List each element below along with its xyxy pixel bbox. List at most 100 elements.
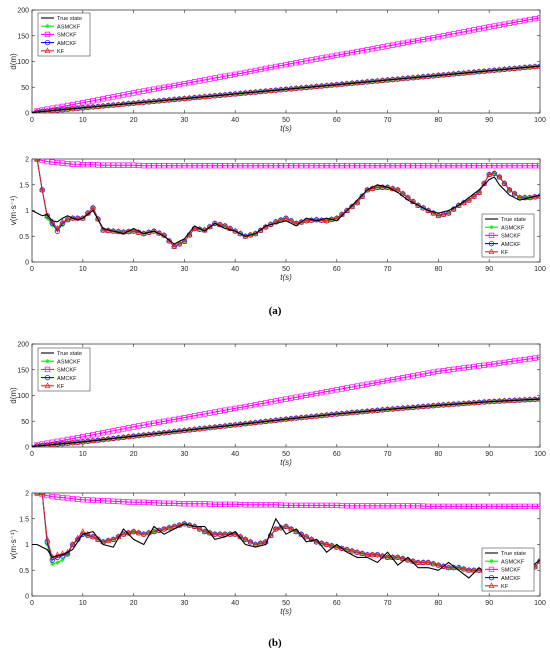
x-tick-label: 60 — [333, 600, 341, 607]
legend-marker — [44, 31, 51, 38]
data-point — [359, 48, 365, 54]
series-smckf — [32, 15, 540, 113]
data-point — [130, 528, 137, 534]
data-point — [64, 495, 71, 501]
data-point — [374, 551, 381, 558]
x-tick-label: 100 — [534, 266, 546, 273]
data-point — [171, 82, 177, 89]
data-point — [522, 163, 528, 169]
x-axis-label: t(s) — [280, 124, 292, 133]
data-point — [466, 163, 472, 169]
data-point — [176, 81, 182, 88]
data-point — [146, 499, 152, 506]
data-point — [156, 163, 162, 169]
data-point — [115, 228, 122, 234]
data-point — [232, 163, 238, 169]
data-point — [450, 366, 457, 372]
data-point — [161, 231, 167, 238]
data-point — [430, 560, 437, 567]
data-point — [54, 551, 61, 558]
y-tick-label: 100 — [17, 393, 29, 400]
data-point — [196, 163, 203, 169]
data-point — [532, 163, 538, 169]
data-point — [156, 419, 162, 425]
data-point — [527, 356, 533, 362]
data-point — [176, 163, 182, 169]
x-tick-label: 10 — [79, 117, 87, 124]
data-point — [400, 40, 406, 46]
legend-label: ASMCKF — [57, 24, 81, 30]
x-tick-label: 40 — [231, 451, 239, 458]
data-point — [313, 163, 320, 169]
data-point — [125, 162, 132, 168]
data-point — [374, 45, 381, 51]
data-point — [100, 162, 106, 168]
data-point — [384, 553, 391, 560]
data-point — [430, 209, 437, 216]
x-tick-label: 70 — [384, 600, 392, 607]
series-true-state — [32, 176, 540, 245]
data-point — [471, 503, 477, 510]
x-tick-label: 10 — [79, 600, 87, 607]
data-point — [298, 502, 304, 509]
data-point — [217, 530, 223, 537]
data-point — [344, 503, 350, 509]
data-point — [501, 359, 508, 366]
data-point — [100, 226, 106, 233]
data-point — [272, 525, 279, 532]
data-point — [445, 209, 452, 216]
x-tick-label: 20 — [130, 266, 138, 273]
data-point — [445, 503, 452, 510]
data-point — [293, 60, 299, 66]
data-point — [471, 363, 477, 370]
data-point — [105, 162, 111, 168]
data-point — [273, 502, 279, 508]
data-point — [400, 163, 406, 169]
data-point — [496, 163, 503, 169]
data-point — [364, 503, 370, 509]
legend-label: SMCKF — [57, 368, 77, 374]
data-point — [522, 356, 528, 363]
data-point — [257, 226, 264, 233]
data-point — [374, 379, 381, 386]
legend-marker — [488, 582, 495, 589]
legend: True state ASMCKF SMCKF AMCKF KF — [481, 213, 535, 258]
data-point — [298, 393, 304, 399]
data-point — [390, 163, 396, 169]
data-point — [486, 24, 492, 30]
data-point — [450, 503, 457, 510]
series-line — [32, 517, 540, 582]
data-point — [410, 38, 416, 45]
x-tick-label: 50 — [282, 451, 290, 458]
legend-marker — [489, 558, 494, 564]
x-tick-label: 60 — [333, 266, 341, 273]
data-point — [49, 493, 55, 500]
data-point — [110, 498, 116, 504]
data-point — [303, 392, 309, 399]
data-point — [420, 371, 426, 377]
data-point — [217, 501, 223, 507]
series-line — [32, 176, 540, 245]
data-point — [339, 163, 345, 169]
data-point — [135, 529, 142, 536]
data-point — [440, 33, 447, 39]
data-point — [288, 61, 294, 67]
data-point — [202, 163, 208, 169]
data-point — [415, 559, 421, 565]
data-point — [354, 548, 360, 555]
data-point — [496, 360, 503, 366]
data-point — [425, 163, 431, 169]
data-point — [110, 428, 116, 434]
data-point — [161, 500, 167, 506]
data-point — [110, 162, 116, 168]
x-axis-label: t(s) — [280, 273, 292, 282]
x-tick-label: 70 — [384, 266, 392, 273]
data-point — [217, 74, 223, 80]
data-point — [237, 404, 243, 411]
x-tick-label: 80 — [435, 117, 443, 124]
data-point — [501, 163, 508, 169]
x-tick-label: 80 — [435, 600, 443, 607]
y-tick-label: 50 — [21, 85, 29, 92]
data-point — [156, 85, 162, 91]
x-tick-label: 90 — [485, 451, 493, 458]
